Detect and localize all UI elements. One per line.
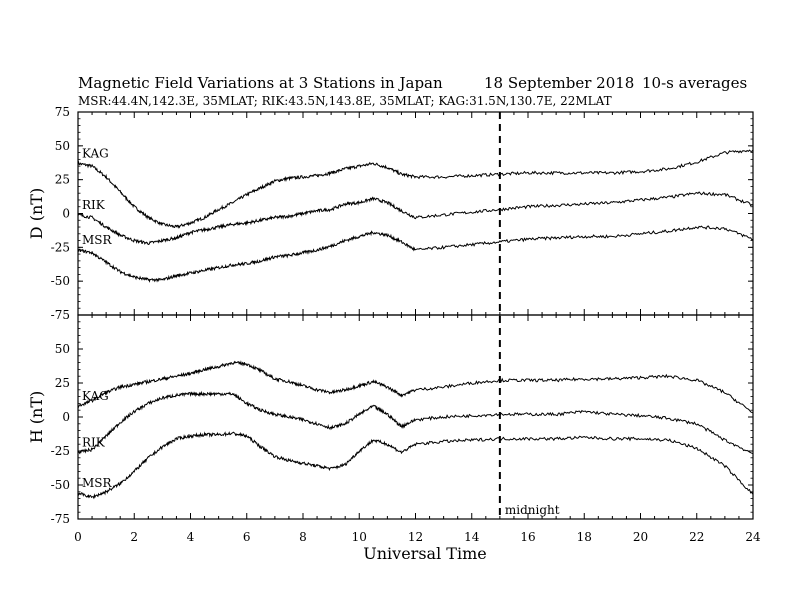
panel-H: 50 25 0 -25 -50 -75 H (nT) KAG RIK MSR: [27, 314, 754, 526]
x-axis-label: Universal Time: [363, 544, 486, 563]
panel-frame: [77, 111, 754, 316]
y-axis-label: D (nT): [27, 188, 46, 239]
x-tick-label: 0: [74, 530, 82, 544]
y-tick-label: 75: [55, 105, 70, 119]
series-label-kag: KAG: [82, 389, 109, 403]
series-label-rik: RIK: [82, 435, 106, 449]
plot-panels: 75 50 25 0 -25 -50 -75 D (nT) KAG RIK MSR 50 25 0 -25 -…: [27, 105, 761, 544]
chart-averaging: 10-s averages: [642, 74, 747, 92]
chart-title: Magnetic Field Variations at 3 Stations …: [78, 74, 443, 92]
x-tick-label: 8: [299, 530, 307, 544]
midnight-label: midnight: [505, 503, 560, 517]
x-tick-label: 12: [408, 530, 423, 544]
series-label-kag: KAG: [82, 146, 109, 160]
series-line-msr: [77, 225, 754, 283]
series-label-msr: MSR: [82, 233, 113, 247]
y-tick-label: 0: [62, 410, 70, 424]
y-tick-label: -25: [51, 444, 70, 458]
series-label-rik: RIK: [82, 198, 106, 212]
x-tick-label: 10: [352, 530, 367, 544]
y-tick-label: 50: [55, 342, 70, 356]
y-tick-label: 50: [55, 139, 70, 153]
series-line-msr: [77, 431, 754, 500]
y-tick-label: 25: [55, 173, 70, 187]
y-tick-label: 0: [62, 207, 70, 221]
chart-date: 18 September 2018: [484, 74, 634, 92]
series-line-kag: [77, 149, 754, 229]
y-tick-label: -75: [51, 308, 70, 322]
y-tick-label: -50: [51, 274, 70, 288]
series-line-rik: [77, 191, 754, 246]
y-tick-label: -75: [51, 512, 70, 526]
series-line-kag: [77, 360, 754, 414]
x-tick-label: 22: [689, 530, 704, 544]
x-tick-label: 2: [130, 530, 138, 544]
x-tick-label: 6: [243, 530, 251, 544]
y-tick-label: -50: [51, 478, 70, 492]
y-tick-label: 25: [55, 376, 70, 390]
y-tick-label: -25: [51, 240, 70, 254]
station-coordinates: MSR:44.4N,142.3E, 35MLAT; RIK:43.5N,143.…: [78, 94, 612, 108]
x-tick-label: 20: [633, 530, 648, 544]
x-tick-label: 16: [520, 530, 535, 544]
series-line-rik: [77, 390, 754, 455]
y-axis-label: H (nT): [27, 391, 46, 444]
x-tick-label: 24: [745, 530, 761, 544]
x-tick-label: 4: [187, 530, 195, 544]
x-tick-label: 18: [577, 530, 592, 544]
series-label-msr: MSR: [82, 476, 113, 490]
panel-D: 75 50 25 0 -25 -50 -75 D (nT) KAG RIK MSR: [27, 105, 754, 322]
x-tick-label: 14: [464, 530, 480, 544]
